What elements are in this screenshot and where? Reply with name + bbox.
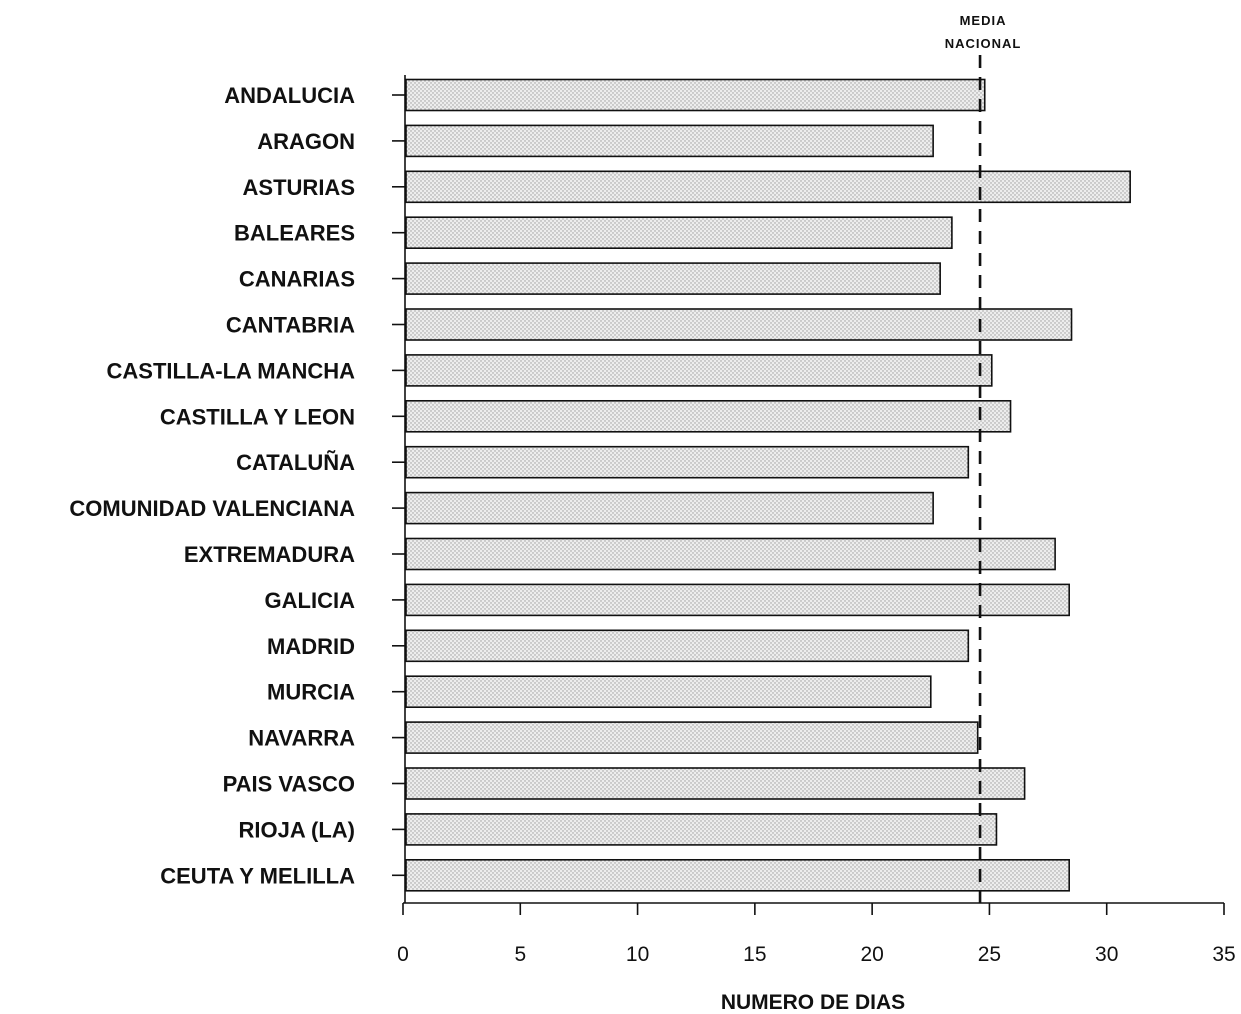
bar-10 [405,537,1056,571]
bars [405,78,1131,892]
x-tick-label-4: 20 [860,943,883,966]
x-ticks: 0 5 10 15 20 25 30 35 [397,903,1236,966]
category-label-13: MURCIA [267,680,355,705]
x-tick-label-1: 5 [514,943,526,966]
x-tick-label-6: 30 [1095,943,1118,966]
reference-label-line1: MEDIA [960,13,1007,28]
bar-0 [405,78,986,112]
category-label-7: CASTILLA Y LEON [160,404,355,429]
bar-12 [405,629,970,663]
category-label-16: RIOJA (LA) [238,817,355,842]
bar-16 [405,813,998,846]
x-tick-label-3: 15 [743,943,766,966]
category-label-0: ANDALUCIA [224,83,355,108]
bar-1 [405,124,934,158]
x-tick-label-0: 0 [397,943,409,966]
bar-2 [405,170,1131,204]
bar-5 [405,308,1073,341]
category-labels: ANDALUCIA ARAGON ASTURIAS BALEARES CANARIAS C… [69,83,355,888]
category-label-4: CANARIAS [239,267,355,292]
bar-13 [405,675,932,709]
bar-15 [405,767,1026,800]
bar-8 [405,445,970,479]
category-label-1: ARAGON [257,129,355,154]
bar-9 [405,491,934,525]
category-label-5: CANTABRIA [226,313,355,338]
y-axis [392,75,406,903]
category-label-3: BALEARES [234,221,355,246]
category-label-12: MADRID [267,634,355,659]
category-label-6: CASTILLA-LA MANCHA [107,358,356,383]
category-label-11: GALICIA [265,588,356,613]
category-label-9: COMUNIDAD VALENCIANA [69,496,355,521]
x-tick-label-7: 35 [1212,943,1235,966]
media-nacional-reference: MEDIA NACIONAL [945,13,1022,903]
category-label-8: CATALUÑA [236,450,355,475]
category-label-14: NAVARRA [248,726,355,751]
x-axis-title: NUMERO DE DIAS [721,991,905,1014]
bar-11 [405,583,1070,617]
x-tick-label-2: 10 [626,943,649,966]
category-label-10: EXTREMADURA [184,542,355,567]
bar-4 [405,262,941,295]
bar-3 [405,216,953,249]
category-label-15: PAIS VASCO [223,772,355,797]
bar-7 [405,399,1012,433]
x-tick-label-5: 25 [978,943,1001,966]
reference-label-line2: NACIONAL [945,36,1022,51]
bar-14 [405,721,979,754]
x-axis: 0 5 10 15 20 25 30 35 NUMERO DE DIAS [397,902,1236,1014]
category-label-17: CEUTA Y MELILLA [160,863,355,888]
bar-6 [405,354,993,387]
category-label-2: ASTURIAS [243,175,355,200]
bar-17 [405,858,1070,892]
